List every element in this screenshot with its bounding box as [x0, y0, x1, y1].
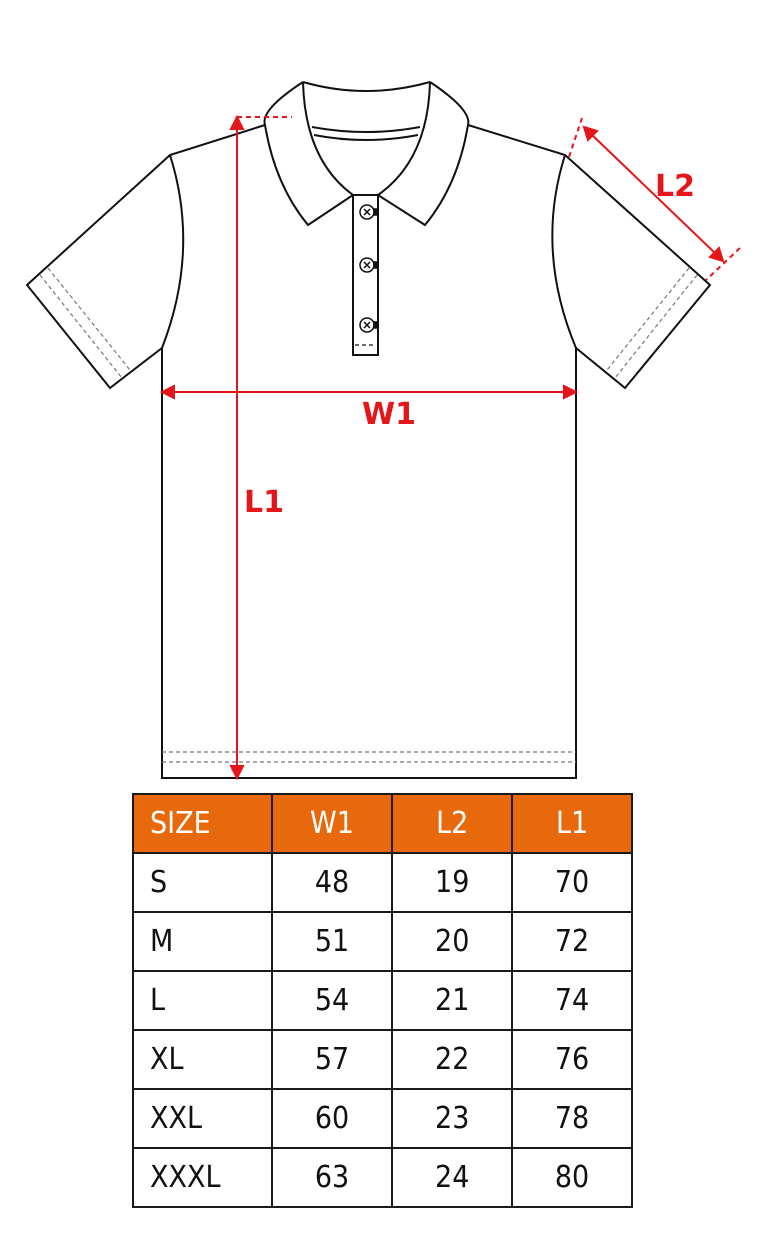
l1-cell: 80: [511, 1147, 633, 1208]
l2-cell: 23: [391, 1088, 514, 1149]
size-cell: M: [132, 911, 273, 972]
size-cell: L: [132, 970, 273, 1031]
table-row: XXXL 63 24 80: [132, 1147, 633, 1208]
w1-cell: 51: [270, 911, 394, 972]
l1-cell: 70: [511, 852, 633, 913]
polo-shirt-diagram: W1 L1 L2: [25, 81, 741, 781]
l2-cell: 22: [391, 1029, 514, 1090]
l2-cell: 19: [391, 852, 514, 913]
table-header-row: SIZE W1 L2 L1: [132, 793, 633, 854]
table-row: XXL 60 23 78: [132, 1088, 633, 1149]
w1-cell: 57: [270, 1029, 394, 1090]
size-cell: XXL: [132, 1088, 273, 1149]
w1-cell: 48: [270, 852, 394, 913]
header-l2: L2: [391, 793, 514, 854]
size-cell: S: [132, 852, 273, 913]
button-icon: [359, 257, 379, 273]
w1-cell: 60: [270, 1088, 394, 1149]
l2-cell: 20: [391, 911, 514, 972]
button-icon: [359, 204, 379, 220]
header-w1: W1: [270, 793, 394, 854]
table-row: M 51 20 72: [132, 911, 633, 972]
buttons: [359, 204, 379, 333]
size-cell: XL: [132, 1029, 273, 1090]
l1-cell: 72: [511, 911, 633, 972]
measurement-lines: [159, 114, 741, 781]
button-icon: [359, 317, 379, 333]
w1-label: W1: [362, 397, 416, 432]
w1-cell: 63: [270, 1147, 394, 1208]
l1-cell: 78: [511, 1088, 633, 1149]
l1-label: L1: [244, 485, 284, 520]
l2-cell: 21: [391, 970, 514, 1031]
size-cell: XXXL: [132, 1147, 273, 1208]
header-size: SIZE: [132, 793, 273, 854]
table-row: XL 57 22 76: [132, 1029, 633, 1090]
size-table: SIZE W1 L2 L1 S 48 19 70 M 51 20 72 L 54 21 74 XL 57 2…: [132, 793, 633, 1208]
shirt-outline: [25, 81, 712, 779]
l1-cell: 76: [511, 1029, 633, 1090]
l2-label: L2: [655, 169, 695, 204]
l1-cell: 74: [511, 970, 633, 1031]
header-l1: L1: [511, 793, 633, 854]
l2-cell: 24: [391, 1147, 514, 1208]
table-row: L 54 21 74: [132, 970, 633, 1031]
table-row: S 48 19 70: [132, 852, 633, 913]
w1-cell: 54: [270, 970, 394, 1031]
